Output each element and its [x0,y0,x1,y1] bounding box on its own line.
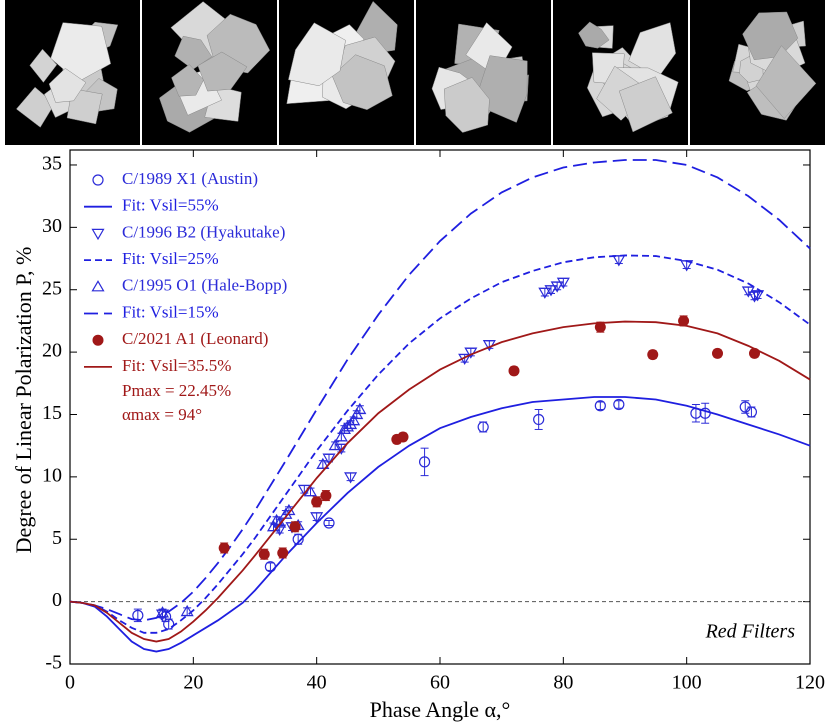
particle-shape [578,21,610,49]
y-tick-label: -5 [45,652,62,674]
particle-images [5,0,825,145]
x-tick-label: 0 [65,672,75,694]
legend-label: C/1995 O1 (Hale-Bopp) [122,276,287,295]
legend-marker [92,174,104,186]
x-tick-label: 40 [307,672,327,694]
data-point [347,414,361,426]
data-point [712,347,723,359]
fit-line [69,254,811,634]
legend-label: C/2021 A1 (Leonard) [122,329,268,348]
y-tick-label: 25 [42,277,62,299]
annotation: Pmax = 22.45% [122,381,231,400]
error-bar [325,520,333,527]
x-tick-label: 80 [553,672,573,694]
data-point [613,398,625,411]
data-point [258,548,270,560]
data-point [544,285,558,297]
data-point [311,496,323,508]
annotation: Red Filters [705,621,796,643]
data-point [323,517,335,529]
data-point [218,542,230,554]
particle-shape [755,45,817,119]
error-bar [534,408,543,430]
data-point [594,400,606,412]
annotation: αmax = 94° [122,405,202,424]
data-point [316,457,330,469]
data-point [322,453,336,465]
data-point [344,472,358,484]
y-tick-label: 15 [42,402,62,424]
error-bar [420,447,429,477]
legend-marker [91,280,105,292]
data-point [310,512,324,524]
data-point [320,490,332,502]
data-point [163,618,175,630]
legend-label: Fit: Vsil=25% [122,249,219,268]
error-bar [701,402,710,424]
particle-shape [331,54,393,110]
legend-label: C/1989 X1 (Austin) [122,169,258,188]
data-point [289,521,301,533]
data-point [303,485,318,497]
particle-shape [742,11,799,61]
particle-shape [618,76,673,133]
particle-shape [174,35,213,70]
y-tick-label: 5 [52,527,62,549]
data-point [418,456,431,468]
error-bar [614,400,623,409]
error-bar [691,404,700,423]
data-point [328,438,342,451]
particle-shape [443,77,490,133]
data-point [266,520,281,532]
legend-marker [92,334,104,346]
fit-line [69,159,811,622]
error-bar [596,401,605,410]
data-point [180,604,194,617]
particle-shape [197,51,248,92]
particle-shape [628,22,676,79]
y-tick-label: 10 [42,464,62,486]
y-tick-label: 35 [42,153,62,175]
data-point [550,281,564,293]
y-tick-label: 0 [52,589,62,611]
particle-shape [288,22,346,87]
fit-line [69,320,811,643]
legend-label: C/1996 B2 (Hyakutake) [122,222,285,241]
x-axis-title: Phase Angle α,° [370,697,511,722]
data-point [277,547,289,559]
data-point [334,430,348,442]
y-tick-label: 30 [42,215,62,237]
particle-shape [171,64,204,97]
data-point [508,365,520,377]
data-point [745,406,758,418]
data-point [647,349,659,361]
y-tick-label: 20 [42,340,62,362]
legend-label: Fit: Vsil=15% [122,302,219,321]
data-point [751,290,765,302]
data-point [292,533,304,545]
legend-marker [91,228,105,241]
error-bar [741,400,750,414]
fit-line [69,396,811,653]
data-point [533,413,545,426]
data-point [477,421,489,433]
y-axis-title: Degree of Linear Polarization P, % [11,247,36,554]
legend-label: Fit: Vsil=55% [122,196,219,215]
particle-shape [29,48,58,83]
data-point [612,255,626,267]
data-point [353,402,367,415]
data-point [556,277,570,289]
x-tick-label: 100 [672,672,702,694]
x-tick-label: 60 [430,672,450,694]
particle-shape [48,67,87,103]
legend-label: Fit: Vsil=35.5% [122,356,231,375]
x-tick-label: 20 [183,672,203,694]
x-tick-label: 120 [795,672,825,694]
data-point [155,606,170,618]
data-point [397,431,409,443]
